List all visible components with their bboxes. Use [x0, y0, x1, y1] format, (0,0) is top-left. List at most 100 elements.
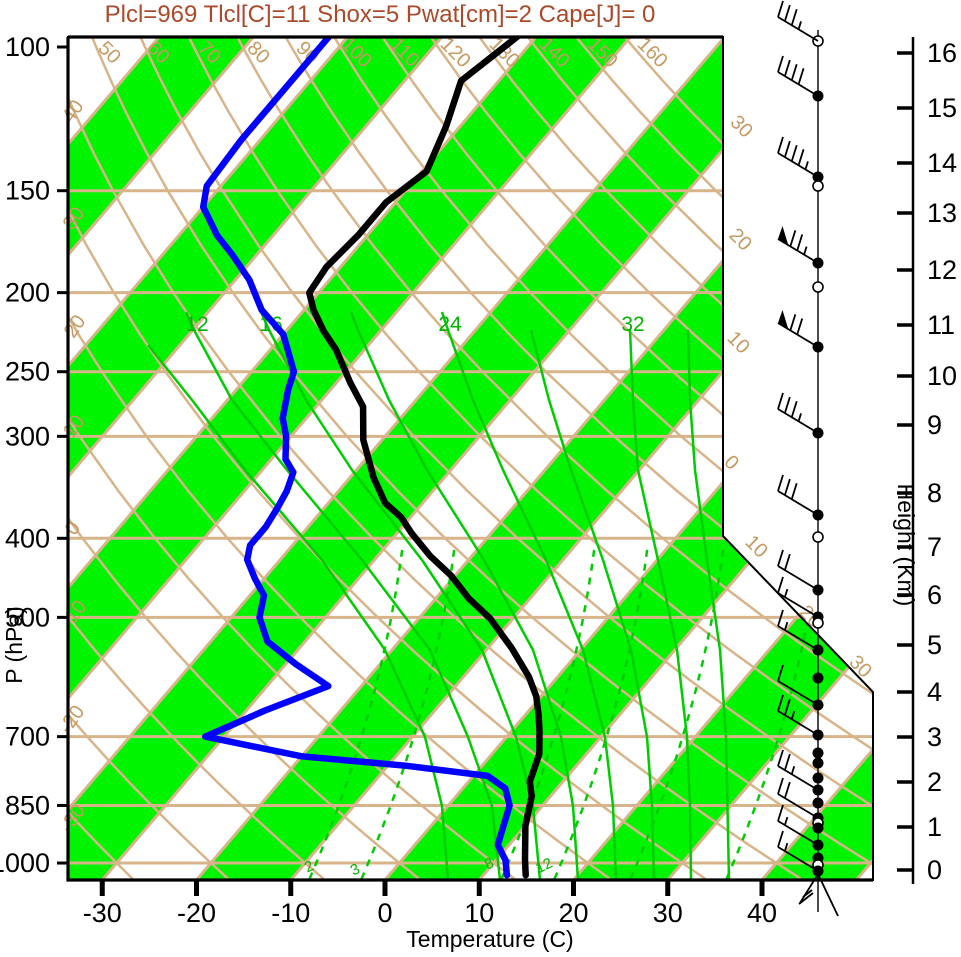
dry-adiabat-line [90, 37, 873, 880]
wind-barb-half-feather [784, 588, 789, 598]
wind-barb-feather [789, 314, 797, 331]
moist-adiabat-line [184, 311, 502, 880]
isotherm-line [68, 37, 349, 880]
wind-barb-staff [777, 322, 819, 348]
wind-barb-feather [784, 753, 791, 771]
station-circle-filled [812, 672, 824, 684]
station-circle-filled [812, 747, 824, 759]
chart-border-heavy [66, 35, 873, 882]
height-tick-label: 4 [927, 677, 942, 707]
pressure-tick-label: 300 [5, 421, 50, 451]
surface-wind-barb [798, 892, 814, 905]
height-tick-label: 11 [927, 310, 955, 340]
moist-adiabat-label: 32 [621, 313, 644, 336]
profile-curves [199, 37, 543, 879]
wind-barb-half-feather [784, 842, 789, 852]
height-tick-label: 5 [927, 630, 942, 660]
dry-adiabat-label-top: 50 [94, 37, 125, 68]
green-band [68, 37, 442, 880]
moist-adiabat-label: 24 [438, 313, 462, 336]
height-tick-label: 3 [927, 722, 942, 752]
dry-adiabat-label-top: 160 [633, 33, 672, 72]
height-tick-label: 10 [927, 361, 957, 391]
wind-barb-half-feather [784, 621, 789, 631]
temperature-tick-label: 20 [558, 898, 588, 928]
wind-barb-feather [777, 664, 784, 682]
temperature-tick-label: -20 [177, 898, 216, 928]
wind-barb-staff [777, 565, 819, 591]
isotherm-line [68, 37, 255, 880]
temperature-curve [306, 37, 543, 879]
moist-adiabat-line [147, 344, 450, 880]
wind-barb-feather [797, 149, 805, 166]
wind-barb-staff [777, 490, 819, 516]
wind-barb-feather [777, 804, 784, 822]
dry-adiabat-line [187, 37, 873, 880]
dry-adiabat-label-left: 40 [58, 96, 89, 127]
dry-adiabat-line [380, 37, 873, 880]
isotherm-line [666, 37, 873, 880]
station-circle-filled [812, 757, 824, 769]
wind-barb-feather [797, 68, 805, 85]
wind-barb-half-feather [797, 413, 802, 422]
height-tick-label: 12 [927, 255, 957, 285]
wind-barb-feather [790, 400, 798, 418]
temperature-tick-label: -10 [271, 898, 310, 928]
isotherm-label-diagonal: 10 [741, 531, 772, 562]
green-band [68, 37, 631, 880]
surface-wind-barb [799, 873, 819, 904]
moist-adiabat-line [440, 311, 618, 880]
wind-barb-half-feather [784, 816, 789, 826]
wind-barb-pennant [778, 226, 789, 246]
wind-barb-feather [784, 59, 791, 77]
height-tick-label: 6 [927, 580, 942, 610]
wind-barb-feather [777, 609, 784, 627]
temperature-tick-label: 40 [747, 898, 777, 928]
pressure-tick-label: 700 [5, 722, 50, 752]
wind-barb-feather [789, 230, 797, 247]
pressure-tick-label: 500 [5, 602, 50, 632]
wind-barb-feather [777, 55, 784, 73]
pressure-tick-label: 1000 [0, 848, 50, 878]
wind-barb-feather [777, 474, 784, 492]
station-circle-open [812, 531, 824, 543]
station-circle-filled [812, 822, 824, 834]
wind-barb-half-feather [803, 246, 808, 255]
isotherm-label-right: 30 [726, 111, 757, 142]
wind-barb-feather [777, 749, 784, 767]
dry-adiabat-line [574, 37, 873, 880]
wind-barb-feather [777, 576, 784, 594]
dry-adiabat-line [68, 37, 229, 880]
wind-barb-half-feather [797, 21, 802, 30]
wind-barb-staff [777, 238, 819, 264]
wind-barb-feather [784, 553, 791, 571]
wind-barb-feather [790, 144, 798, 162]
dry-adiabat-line [526, 37, 873, 880]
wind-barb-feather [790, 63, 798, 81]
isotherm-label-right: 20 [725, 224, 756, 255]
wind-barb-feather [784, 140, 791, 158]
mixing-ratio-label: 2 [302, 857, 317, 876]
mixing-ratio-line [725, 542, 822, 880]
height-tick-label: 9 [927, 410, 942, 440]
dry-adiabat-line [138, 37, 873, 880]
pressure-axis-title: P (hPa) [1, 606, 27, 684]
temperature-tick-label: 0 [377, 898, 392, 928]
wind-barb-feather [784, 478, 791, 496]
wind-barb-feather [790, 8, 798, 26]
wind-barb-feather [796, 234, 804, 251]
pressure-tick-label: 100 [5, 32, 50, 62]
wind-barb-feather [784, 781, 791, 799]
height-axis-title: Height (Km) [893, 484, 919, 607]
temperature-tick-label: 10 [464, 898, 494, 928]
wind-barb-staff [777, 765, 819, 791]
wind-barb-feather [784, 698, 791, 716]
isotherm-label-right: 10 [723, 327, 754, 358]
chart-title: Plcl=969 Tlcl[C]=11 Shox=5 Pwat[cm]=2 Ca… [104, 1, 656, 28]
wind-barb-column [777, 0, 839, 917]
dry-adiabat-label-left: 20 [60, 311, 91, 342]
height-tick-label: 14 [927, 148, 957, 178]
station-circle-open [812, 617, 824, 629]
wind-barb-feather [790, 482, 798, 500]
